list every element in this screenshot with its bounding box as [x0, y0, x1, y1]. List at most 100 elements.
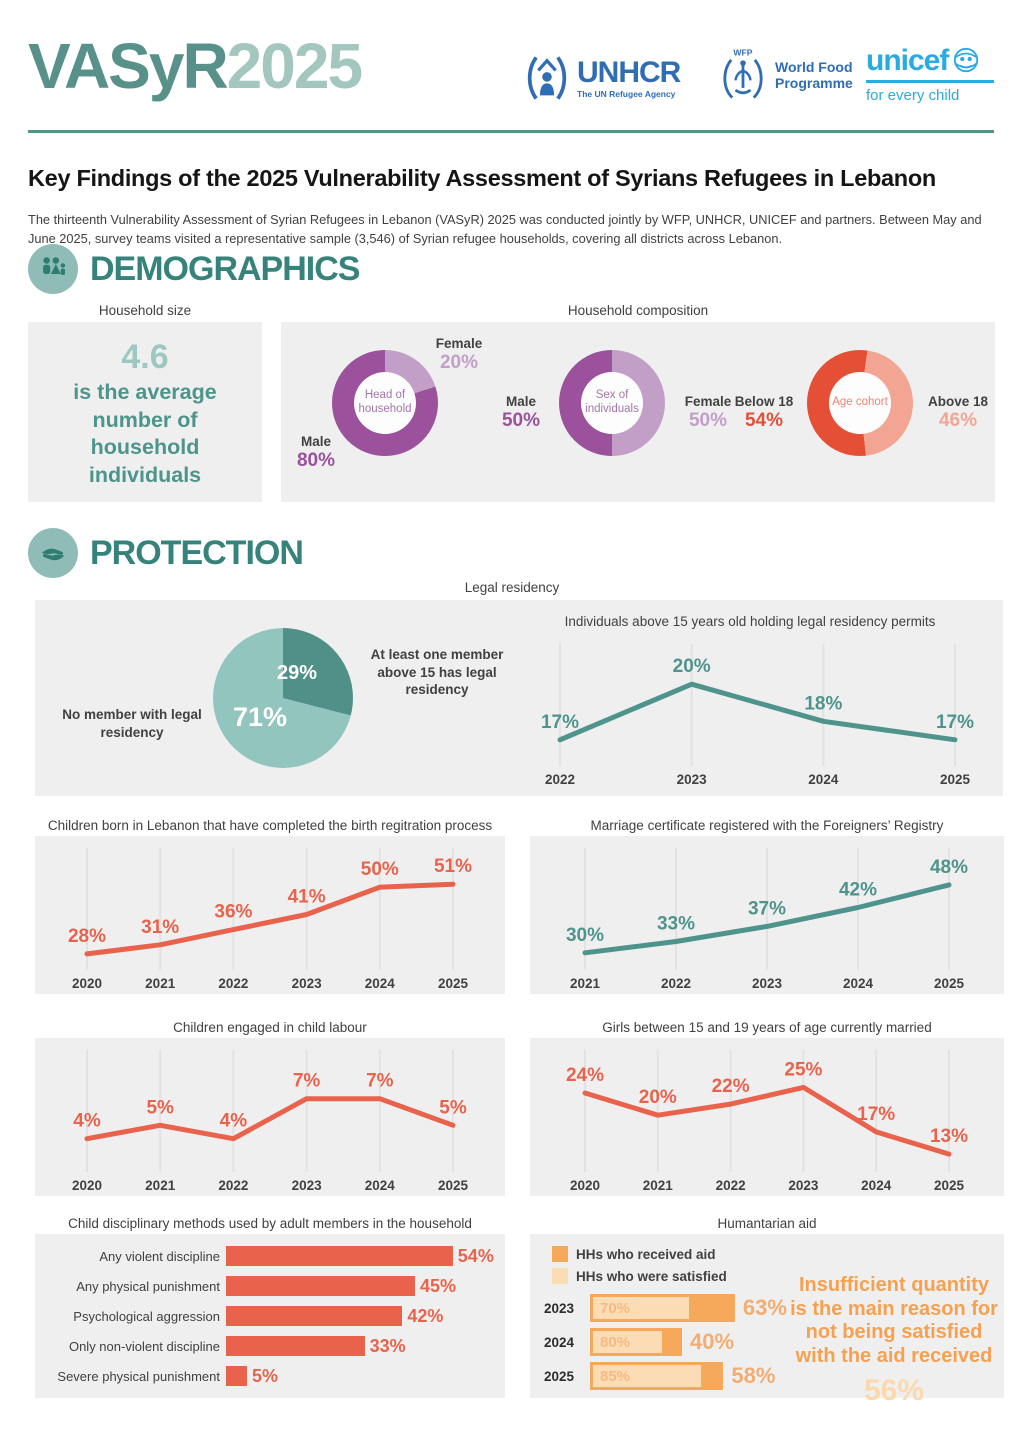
bar: [226, 1276, 415, 1296]
bar-value-label: 45%: [420, 1275, 457, 1296]
aid-bars: 2023 70% 63% 2024 80% 40% 2025 85% 58%: [544, 1294, 787, 1396]
year-label: 2022: [218, 976, 248, 991]
slice-name: Male: [505, 394, 536, 409]
no-member-label: No member with legal residency: [62, 707, 202, 740]
marriage-certificate-panel: 30% 33% 37% 42% 48% 2021 2022 2023 2024 2025: [530, 836, 1004, 994]
child-labour-chart-title: Children engaged in child labour: [173, 1020, 367, 1035]
discipline-bar-row: Severe physical punishment 5%: [35, 1366, 505, 1386]
residency-permits-chart-title: Individuals above 15 years old holding l…: [564, 614, 936, 629]
household-composition-label: Household composition: [567, 303, 709, 318]
slice-name: Female: [684, 394, 732, 409]
unhcr-logo-text: UNHCR The UN Refugee Agency: [577, 55, 681, 99]
residency-permits-line-chart: 17% 20% 18% 17% 2022 2023 2024 2025: [541, 644, 974, 787]
year-label: 2025: [940, 772, 971, 787]
household-size-value: 4.6: [121, 338, 169, 376]
slice-value: 20%: [439, 351, 479, 373]
page-title: Key Findings of the 2025 Vulnerability A…: [28, 164, 936, 191]
bar-value-label: 33%: [369, 1335, 406, 1356]
year-label: 2025: [438, 1178, 469, 1193]
wfp-logo-text: World Food Programme: [775, 59, 853, 91]
birth-registration-panel: 28% 31% 36% 41% 50% 51% 2020 2021 2022 2023 2024 20…: [35, 836, 505, 994]
family-glyph-icon: [43, 257, 66, 276]
point-value-label: 36%: [214, 902, 252, 923]
sex-of-individuals-donut: Sex of individuals: [559, 350, 665, 456]
slice-name: Female: [435, 336, 483, 351]
year-label: 2023: [752, 976, 783, 991]
head-of-household-center-text: Head of household: [358, 389, 412, 415]
aid-bar-row: 2025 85% 58%: [544, 1362, 787, 1390]
year-label: 2022: [218, 1178, 248, 1193]
bar: [226, 1336, 365, 1356]
unicef-logo-row: unicef: [866, 46, 994, 76]
girls-married-panel: 24% 20% 22% 25% 17% 13% 2020 2021 2022 2023 2024 20…: [530, 1038, 1004, 1196]
point-value-label: 5%: [146, 1097, 174, 1118]
wfp-emblem-icon: WFP: [723, 48, 763, 99]
year-label: 2024: [365, 976, 396, 991]
year-label: 2020: [570, 1178, 600, 1193]
bar-value-label: 54%: [457, 1245, 494, 1266]
point-value-label: 33%: [657, 913, 695, 934]
male-head-label: Male 80%: [281, 434, 351, 471]
point-value-label: 30%: [566, 925, 604, 946]
category-label: Any violent discipline: [99, 1248, 220, 1264]
aid-bar-row: 2023 70% 63%: [544, 1294, 787, 1322]
protection-section-header: PROTECTION: [28, 528, 304, 578]
point-value-label: 5%: [439, 1097, 467, 1118]
wfp-name-line2: Programme: [775, 75, 853, 91]
year-label: 2024: [365, 1178, 396, 1193]
legend-label: HHs who were satisfied: [576, 1268, 727, 1284]
legal-residency-panel: 29% 71% No member with legal residency A…: [35, 600, 1003, 796]
slice-value: 50%: [688, 409, 728, 431]
bar: [226, 1366, 247, 1386]
pie-value-29: 29%: [277, 662, 318, 684]
legal-residency-label: Legal residency: [464, 580, 560, 595]
received-value-label: 63%: [742, 1295, 787, 1320]
age-cohort-donut: Age cohort: [807, 350, 913, 456]
received-value-label: 58%: [731, 1363, 776, 1388]
aid-note-value: 56%: [863, 1374, 925, 1408]
trend-line: [582, 1084, 952, 1157]
unhcr-tagline: The UN Refugee Agency: [577, 88, 676, 99]
slice-value: 54%: [744, 409, 784, 431]
bar: [226, 1246, 453, 1266]
point-value-label: 24%: [566, 1065, 604, 1086]
year-label: 2024: [544, 1334, 575, 1350]
year-label: 2022: [545, 772, 575, 787]
marriage-certificate-line-chart: 30% 33% 37% 42% 48% 2021 2022 2023 2024 2025: [566, 848, 968, 991]
received-aid-swatch: [552, 1246, 568, 1262]
received-aid-bar: 85%: [590, 1362, 724, 1390]
year-label: 2022: [661, 976, 691, 991]
humanitarian-aid-chart-title: Humantarian aid: [717, 1216, 817, 1231]
child-discipline-bar-chart: Any violent discipline 54% Any physical pu…: [35, 1234, 505, 1398]
year-label: 2021: [145, 976, 176, 991]
discipline-bar-row: Any physical punishment 45%: [35, 1276, 505, 1296]
unhcr-logo: UNHCR The UN Refugee Agency: [524, 52, 681, 104]
satisfied-bar: 70%: [593, 1297, 690, 1319]
point-value-label: 7%: [366, 1071, 394, 1092]
legal-residency-pie: [213, 628, 353, 768]
demographics-title: DEMOGRAPHICS: [90, 249, 360, 288]
donut-center-label: Head of household: [354, 372, 416, 434]
hands-icon: [28, 528, 78, 578]
humanitarian-aid-panel: HHs who received aid HHs who were satisf…: [530, 1234, 1004, 1407]
slice-value: 80%: [296, 449, 336, 471]
year-label: 2023: [677, 772, 708, 787]
trend-line: [84, 1096, 456, 1142]
head-of-household-donut: Head of household: [332, 350, 438, 456]
pie-value-71: 71%: [233, 702, 288, 732]
year-label: 2023: [788, 1178, 819, 1193]
year-label: 2025: [438, 976, 469, 991]
legend-item-satisfied: HHs who were satisfied: [552, 1268, 727, 1284]
unhcr-name: UNHCR: [577, 55, 681, 89]
unicef-tagline: for every child: [866, 86, 960, 104]
at-least-one-member-label: At least one member above 15 has legal r…: [370, 647, 504, 698]
birth-registration-chart-title: Children born in Lebanon that have compl…: [47, 818, 493, 833]
aid-bar-row: 2024 80% 40%: [544, 1328, 787, 1356]
year-label: 2021: [145, 1178, 176, 1193]
year-label: 2024: [843, 976, 874, 991]
family-icon: [28, 244, 78, 294]
point-value-label: 17%: [541, 712, 579, 733]
below-18-label: Below 18 54%: [727, 394, 801, 431]
slice-name: Male: [300, 434, 331, 449]
girls-married-line-chart: 24% 20% 22% 25% 17% 13% 2020 2021 2022 2023 2024 20…: [566, 1050, 968, 1193]
